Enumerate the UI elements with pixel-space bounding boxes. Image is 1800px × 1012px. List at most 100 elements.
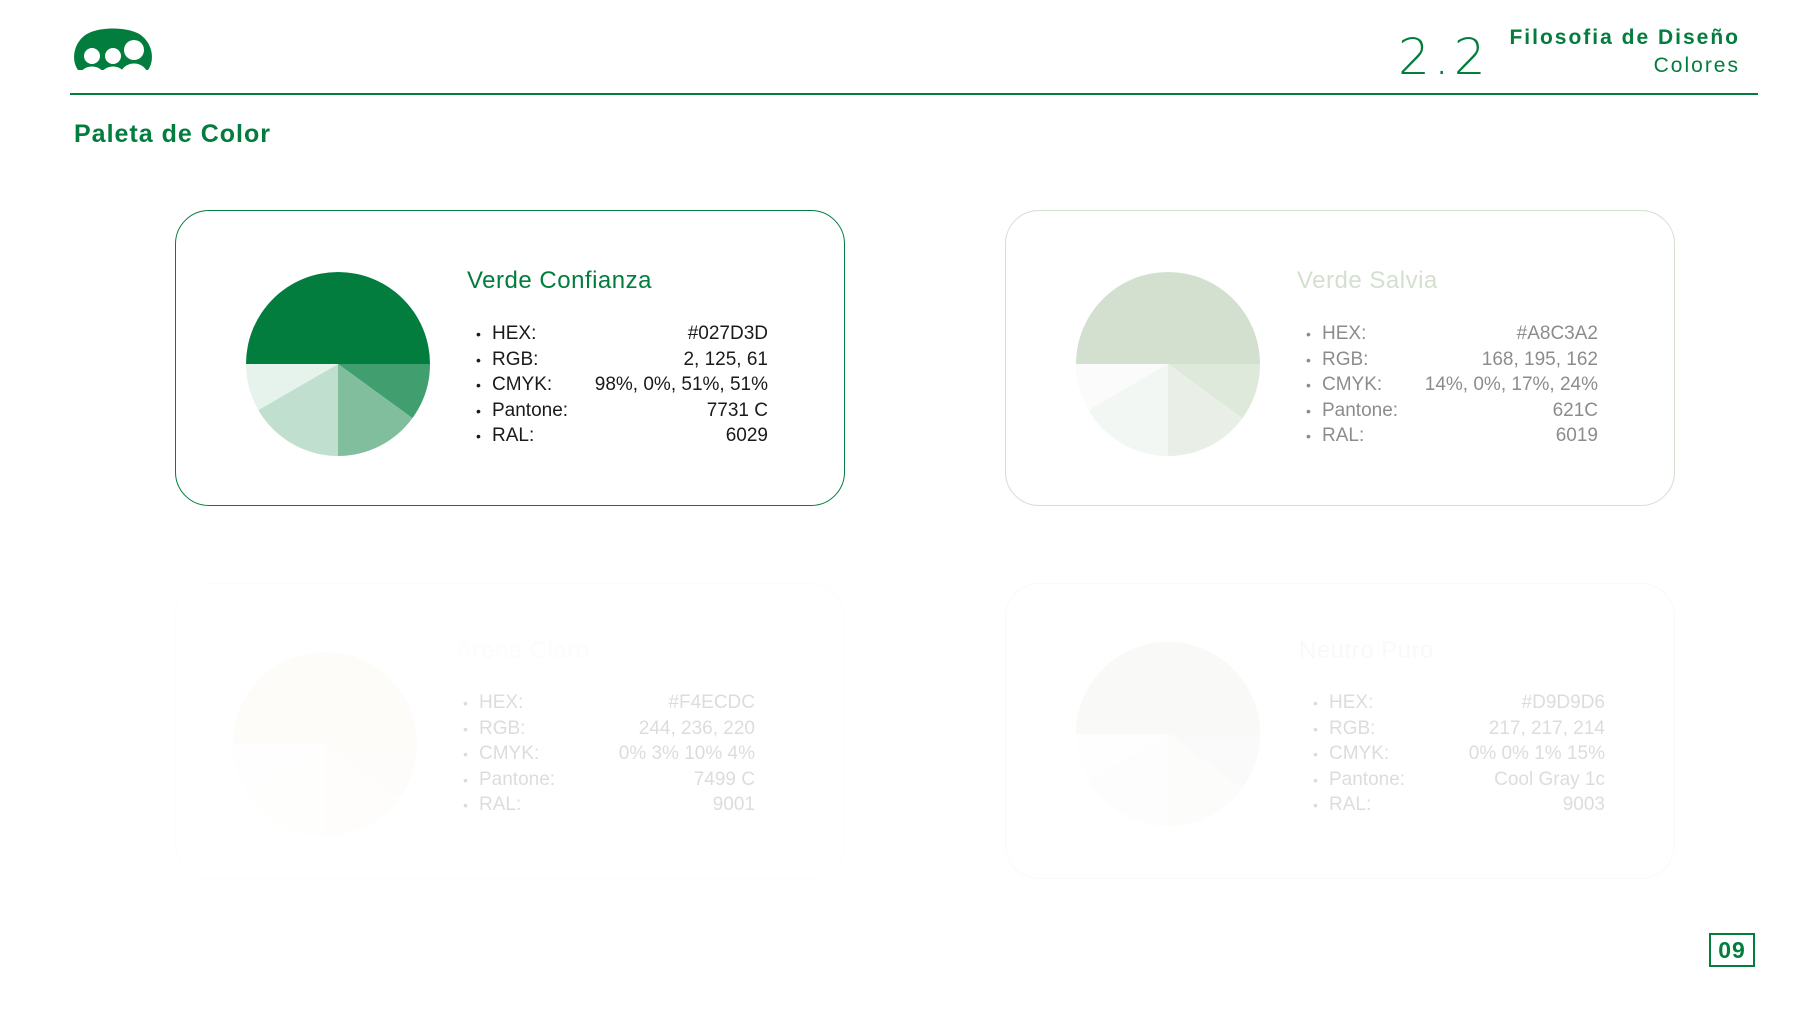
- pie-slice-tint-25: [1168, 734, 1260, 789]
- color-specs-list: HEX: #A8C3A2 RGB: 168, 195, 162 CMYK: 14%, 0%…: [1306, 321, 1598, 449]
- spec-key: CMYK:: [463, 741, 539, 767]
- spec-key: RGB:: [1306, 347, 1368, 373]
- spec-row: CMYK: 0% 0% 1% 15%: [1313, 741, 1605, 767]
- brand-logo: [74, 28, 152, 74]
- spec-row: RAL: 9001: [463, 792, 755, 818]
- spec-row: CMYK: 0% 3% 10% 4%: [463, 741, 755, 767]
- pie-slice-solid: [246, 272, 430, 364]
- pie-slice-tint-50: [338, 364, 413, 456]
- spec-key: CMYK:: [476, 372, 552, 398]
- spec-value: 0% 3% 10% 4%: [618, 743, 755, 764]
- pie-slice-solid: [233, 652, 417, 744]
- pie-slice-solid: [1076, 642, 1260, 734]
- spec-value: #A8C3A2: [1516, 323, 1598, 344]
- pie-slice-tint-75: [1088, 734, 1168, 826]
- spec-row: Pantone: Cool Gray 1c: [1313, 767, 1605, 793]
- color-specs-list: HEX: #F4ECDC RGB: 244, 236, 220 CMYK: 0% 3% 1…: [463, 690, 755, 818]
- color-pie: [233, 652, 417, 836]
- spec-key: RGB:: [463, 716, 525, 742]
- spec-row: RGB: 2, 125, 61: [476, 347, 768, 373]
- spec-key: Pantone:: [476, 398, 568, 424]
- spec-row: HEX: #D9D9D6: [1313, 690, 1605, 716]
- spec-row: HEX: #F4ECDC: [463, 690, 755, 716]
- spec-value: Cool Gray 1c: [1494, 768, 1605, 790]
- swatch-name: Verde Salvia: [1297, 267, 1438, 294]
- header-title: Filosofia de Diseño: [1509, 26, 1740, 49]
- spec-value: 6029: [725, 425, 768, 446]
- spec-value: 621C: [1552, 399, 1598, 421]
- spec-key: HEX:: [1313, 690, 1373, 716]
- pie-slice-tint-90: [1076, 734, 1168, 780]
- pie-slice-tint-90: [1076, 364, 1168, 410]
- spec-value: 6019: [1555, 425, 1598, 446]
- color-pie: [1076, 272, 1260, 456]
- swatch-card-verde-confianza: Verde Confianza HEX: #027D3D RGB: 2, 125, 6…: [175, 210, 845, 506]
- color-specs-list: HEX: #027D3D RGB: 2, 125, 61 CMYK: 98%, 0%, 5…: [476, 321, 768, 449]
- pie-slice-tint-25: [325, 744, 417, 799]
- spec-row: CMYK: 98%, 0%, 51%, 51%: [476, 372, 768, 398]
- pie-slice-tint-75: [245, 744, 325, 836]
- pie-slice-tint-75: [1088, 364, 1168, 456]
- swatch-card-verde-salvia: Verde Salvia HEX: #A8C3A2 RGB: 168, 195, 16…: [1005, 210, 1675, 506]
- spec-value: 9001: [712, 794, 755, 815]
- spec-key: RAL:: [1306, 423, 1364, 449]
- section-number: 2.2: [1398, 28, 1490, 86]
- spec-row: HEX: #A8C3A2: [1306, 321, 1598, 347]
- spec-key: HEX:: [1306, 321, 1366, 347]
- pie-slice-tint-50: [325, 744, 400, 836]
- spec-value: #F4ECDC: [668, 692, 755, 713]
- spec-row: Pantone: 7499 C: [463, 767, 755, 793]
- color-specs-list: HEX: #D9D9D6 RGB: 217, 217, 214 CMYK: 0% 0% 1…: [1313, 690, 1605, 818]
- spec-value: 2, 125, 61: [683, 348, 768, 370]
- spec-value: 244, 236, 220: [638, 717, 755, 739]
- spec-value: #027D3D: [687, 323, 768, 344]
- spec-key: Pantone:: [1313, 767, 1405, 793]
- spec-key: CMYK:: [1306, 372, 1382, 398]
- spec-value: 7731 C: [706, 399, 768, 421]
- page-title: Paleta de Color: [74, 120, 271, 148]
- spec-key: Pantone:: [463, 767, 555, 793]
- spec-key: RAL:: [1313, 792, 1371, 818]
- spec-row: Pantone: 7731 C: [476, 398, 768, 424]
- spec-row: RGB: 244, 236, 220: [463, 716, 755, 742]
- swatch-card-arena-claro: Arena Claro HEX: #F4ECDC RGB: 244, 236, 220…: [175, 583, 845, 879]
- spec-value: 14%, 0%, 17%, 24%: [1424, 374, 1598, 395]
- swatch-card-neutro-puro: Neutro Puro HEX: #D9D9D6 RGB: 217, 217, 214…: [1005, 583, 1675, 879]
- spec-row: HEX: #027D3D: [476, 321, 768, 347]
- pie-slice-tint-25: [1168, 364, 1260, 419]
- spec-key: HEX:: [476, 321, 536, 347]
- spec-row: CMYK: 14%, 0%, 17%, 24%: [1306, 372, 1598, 398]
- spec-value: 7499 C: [693, 768, 755, 790]
- spec-row: RAL: 9003: [1313, 792, 1605, 818]
- pie-slice-solid: [1076, 272, 1260, 364]
- spec-key: HEX:: [463, 690, 523, 716]
- spec-row: RAL: 6029: [476, 423, 768, 449]
- spec-key: RGB:: [1313, 716, 1375, 742]
- swatch-name: Arena Claro: [456, 637, 590, 664]
- spec-key: CMYK:: [1313, 741, 1389, 767]
- swatch-name: Verde Confianza: [467, 267, 652, 294]
- spec-key: RGB:: [476, 347, 538, 373]
- pie-slice-tint-90: [233, 744, 325, 790]
- header-subtitle: Colores: [1653, 54, 1740, 77]
- spec-value: #D9D9D6: [1521, 692, 1605, 713]
- spec-row: RAL: 6019: [1306, 423, 1598, 449]
- pie-slice-tint-25: [338, 364, 430, 419]
- pie-slice-tint-50: [1168, 734, 1243, 826]
- color-pie: [1076, 642, 1260, 826]
- page-number-badge: 09: [1709, 933, 1755, 967]
- color-pie: [246, 272, 430, 456]
- spec-value: 0% 0% 1% 15%: [1468, 743, 1605, 764]
- swatch-name: Neutro Puro: [1299, 637, 1434, 664]
- spec-value: 217, 217, 214: [1488, 717, 1605, 739]
- pie-slice-tint-50: [1168, 364, 1243, 456]
- spec-row: RGB: 217, 217, 214: [1313, 716, 1605, 742]
- spec-key: Pantone:: [1306, 398, 1398, 424]
- header-divider: [70, 93, 1758, 95]
- spec-value: 168, 195, 162: [1481, 348, 1598, 370]
- pie-slice-tint-75: [258, 364, 338, 456]
- spec-value: 9003: [1562, 794, 1605, 815]
- pie-slice-tint-90: [246, 364, 338, 410]
- spec-value: 98%, 0%, 51%, 51%: [594, 374, 768, 395]
- spec-key: RAL:: [476, 423, 534, 449]
